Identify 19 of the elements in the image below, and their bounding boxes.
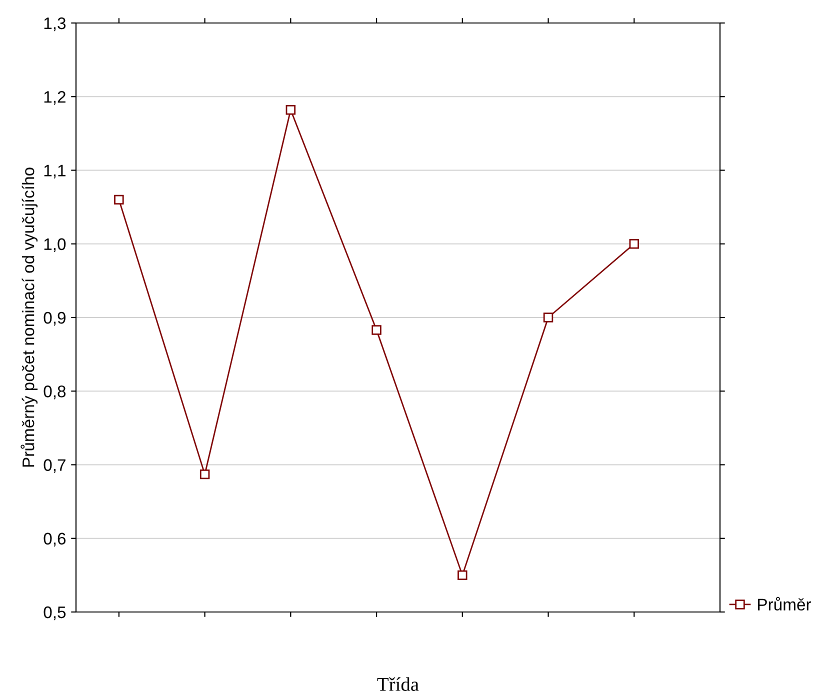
- y-tick-label: 0,8: [44, 386, 66, 400]
- y-tick-label: 1,3: [44, 17, 66, 32]
- point: [114, 194, 124, 205]
- y-tick-label: 1,2: [44, 91, 66, 105]
- point: [629, 239, 639, 249]
- legend-label: Průměr: [758, 596, 812, 610]
- y-axis-title: Průměrný počet nominací od vyučujícího: [20, 168, 38, 467]
- y-tick-label: 0,7: [44, 459, 66, 473]
- y-tick-label: 0,6: [44, 532, 66, 547]
- y-tick-label: 1,1: [44, 164, 66, 178]
- point: [200, 469, 210, 480]
- x-axis-title: Třída: [377, 677, 419, 691]
- y-tick-label: 1,0: [44, 238, 66, 252]
- point: [458, 570, 468, 580]
- point: [372, 325, 382, 335]
- y-tick-label: 0,5: [44, 606, 66, 620]
- point: [543, 312, 554, 322]
- point: [286, 105, 296, 115]
- y-tick-label: 0,9: [44, 312, 66, 326]
